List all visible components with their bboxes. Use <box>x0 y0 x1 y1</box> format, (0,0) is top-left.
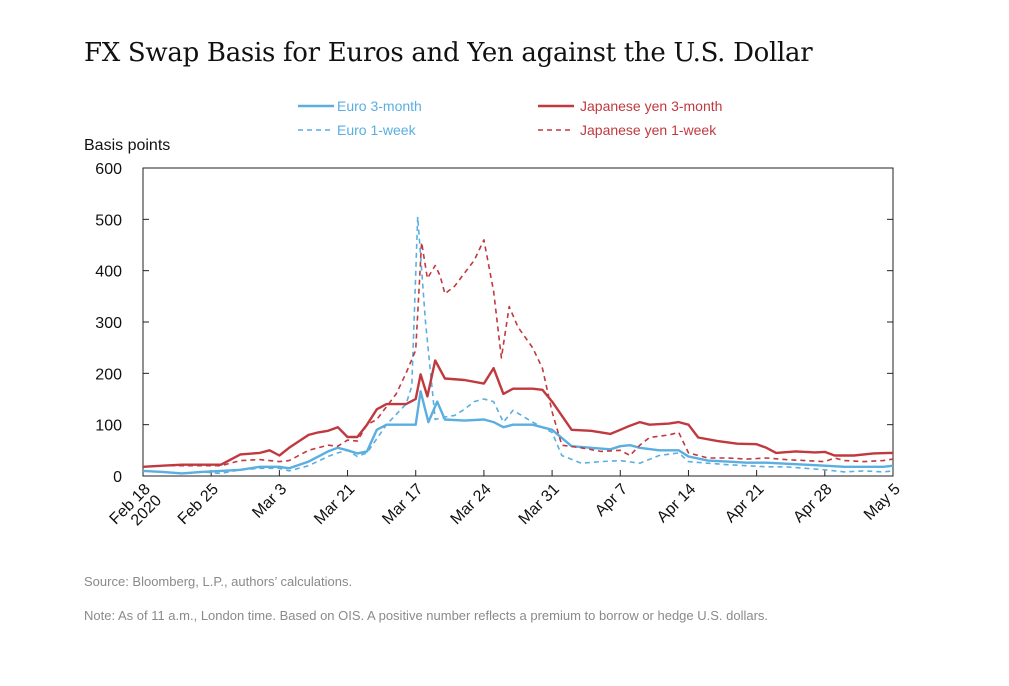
x-tick-label-line: Mar 3 <box>249 481 290 522</box>
x-tick-label-line: Apr 28 <box>790 481 835 526</box>
x-tick-label-line: Mar 24 <box>448 481 495 528</box>
x-tick-label-line: Mar 21 <box>311 481 358 528</box>
legend-label: Euro 3-month <box>337 98 422 114</box>
x-tick-label: Feb 182020 <box>107 481 166 540</box>
y-tick-label: 200 <box>95 366 122 383</box>
y-tick-label: 0 <box>113 469 122 486</box>
y-tick-label: 500 <box>95 212 122 229</box>
x-tick-label-line: Apr 7 <box>592 481 631 520</box>
series-line-japanese-yen-1-week <box>142 239 894 468</box>
legend-label: Japanese yen 3-month <box>580 98 722 114</box>
x-tick-label-line: Mar 31 <box>516 481 563 528</box>
series-line-euro-3-month <box>142 390 894 475</box>
series-line-euro-1-week <box>142 216 894 475</box>
x-tick-label: Apr 14 <box>654 481 699 526</box>
y-tick-label: 600 <box>95 161 122 178</box>
x-tick-label-line: Mar 17 <box>379 481 426 528</box>
source-note: Source: Bloomberg, L.P., authors’ calcul… <box>84 574 353 589</box>
x-tick-label: Apr 21 <box>722 481 767 526</box>
x-tick-label: May 5 <box>861 481 904 524</box>
legend-label: Euro 1-week <box>337 122 417 138</box>
x-tick-label-line: Apr 14 <box>654 481 699 526</box>
x-tick-label: Apr 28 <box>790 481 835 526</box>
x-tick-label: Apr 7 <box>592 481 631 520</box>
x-tick-label: Mar 3 <box>249 481 290 522</box>
x-tick-label: Mar 31 <box>516 481 563 528</box>
series-line-japanese-yen-3-month <box>142 359 894 468</box>
x-tick-label-line: May 5 <box>861 481 904 524</box>
x-axis-ticks: Feb 182020 Feb 25 Mar 3 Mar 21 Mar 17 Mar 24 M… <box>107 470 904 540</box>
y-axis-ticks: 0 100 200 300 400 500 600 <box>95 161 893 486</box>
x-tick-label: Mar 17 <box>379 481 426 528</box>
x-tick-label-line: Apr 21 <box>722 481 767 526</box>
legend-label: Japanese yen 1-week <box>580 122 717 138</box>
x-tick-label: Mar 24 <box>448 481 495 528</box>
series-lines <box>142 216 894 475</box>
footnote: Note: As of 11 a.m., London time. Based … <box>84 608 769 623</box>
y-tick-label: 400 <box>95 264 122 281</box>
x-tick-label: Feb 25 <box>175 481 222 528</box>
y-axis-label: Basis points <box>84 137 170 154</box>
y-tick-label: 300 <box>95 315 122 332</box>
plot-frame <box>142 167 894 477</box>
x-tick-label: Mar 21 <box>311 481 358 528</box>
x-tick-label-line: Feb 25 <box>175 481 222 528</box>
chart-title: FX Swap Basis for Euros and Yen against … <box>84 38 813 68</box>
y-tick-label: 100 <box>95 418 122 435</box>
legend: Euro 3-month Euro 1-week Japanese yen 3-mo… <box>298 98 722 138</box>
